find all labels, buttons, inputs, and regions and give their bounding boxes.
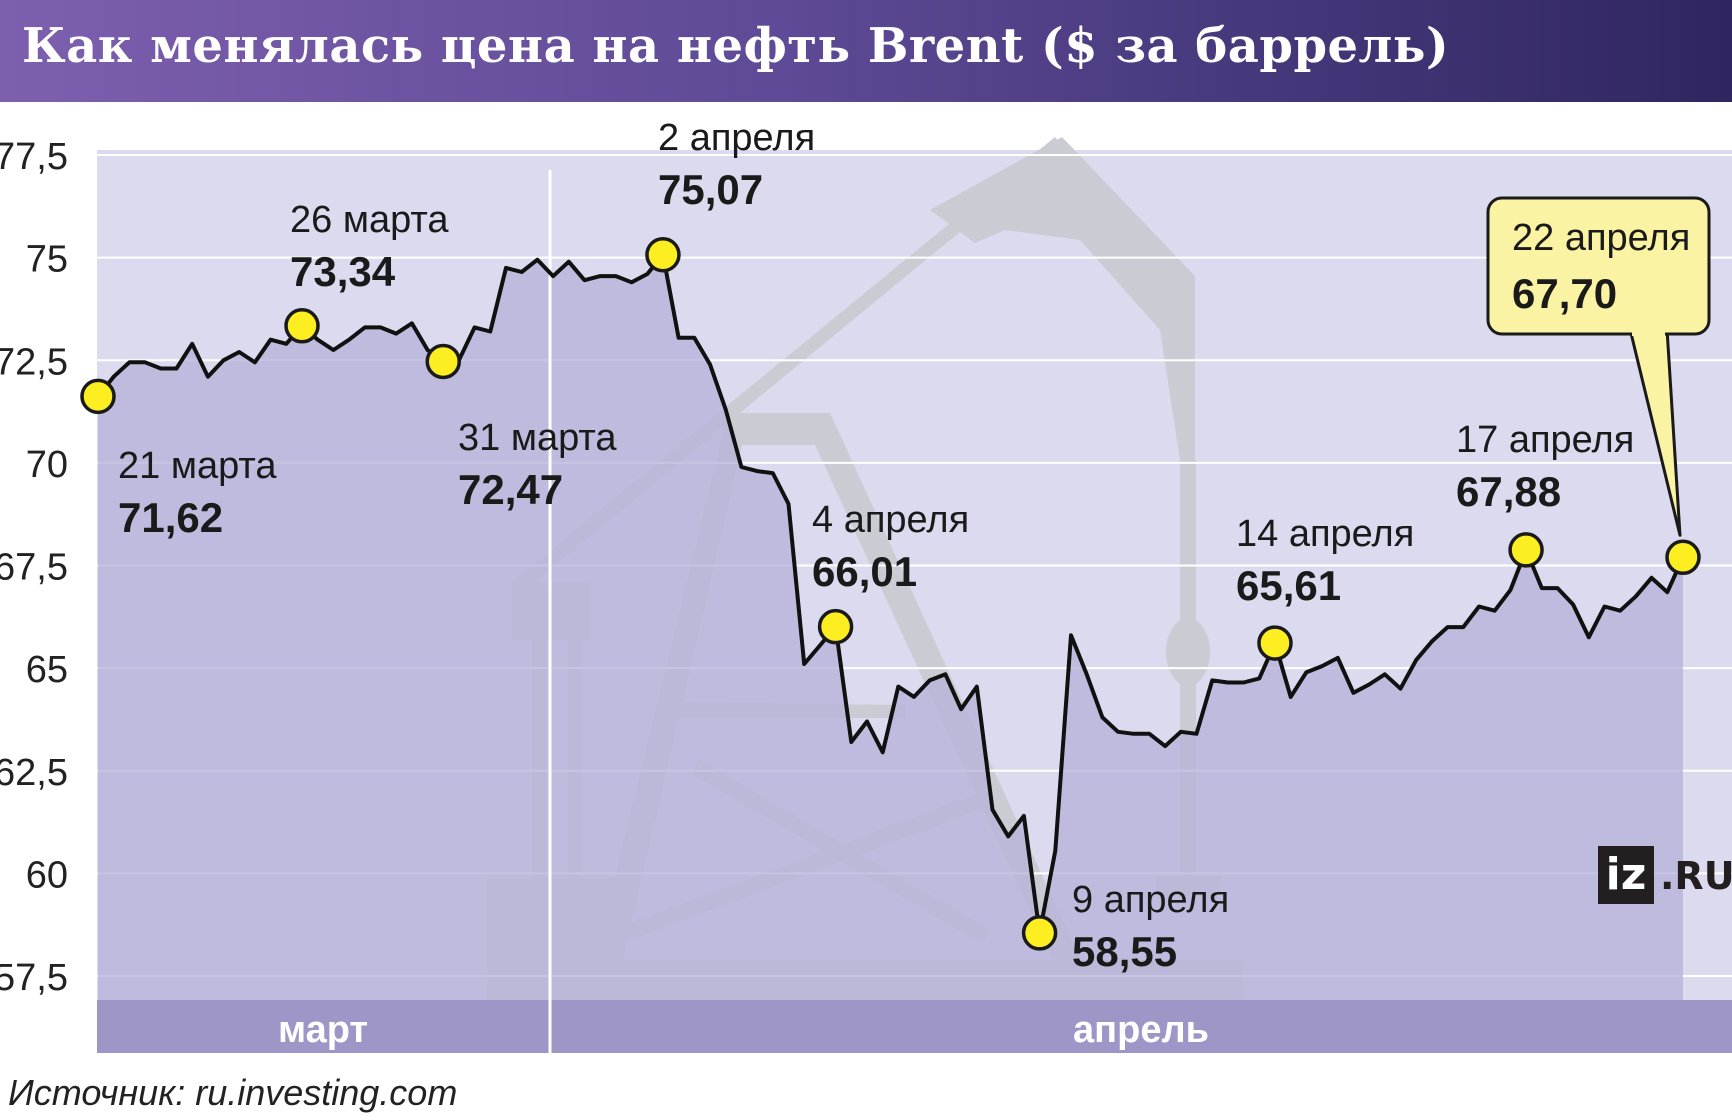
month-band <box>97 1000 1732 1053</box>
price-line <box>96 252 1685 935</box>
title-bar: Как менялась цена на нефть Brent ($ за б… <box>0 0 1732 102</box>
y-tick-label: 67,5 <box>0 547 68 589</box>
marker-point <box>1665 539 1701 576</box>
marker-point <box>284 308 320 344</box>
marker-point <box>645 237 681 273</box>
annotation-value: 67,88 <box>1456 468 1561 515</box>
callout-joint <box>1632 326 1665 336</box>
marker-point <box>1508 532 1544 568</box>
annotation-value: 71,62 <box>118 494 223 541</box>
marker-point <box>425 343 461 380</box>
annotation-date: 9 апреля <box>1072 879 1229 921</box>
annotation-value: 65,61 <box>1236 562 1341 609</box>
marker-point <box>1021 915 1058 951</box>
annotation-date: 31 марта <box>458 417 617 459</box>
marker-point <box>80 378 116 415</box>
annotation-value: 72,47 <box>458 466 563 513</box>
annotation-value: 75,07 <box>658 166 763 213</box>
month-label-march: март <box>278 1009 368 1051</box>
y-tick-label: 72,5 <box>0 341 68 383</box>
annotation-value: 66,01 <box>812 548 917 595</box>
markers <box>80 237 1701 951</box>
logo-box: iz <box>1598 846 1654 904</box>
annotation-date: 22 апреля <box>1512 217 1690 259</box>
annotation-date: 21 марта <box>118 445 277 487</box>
y-tick-label: 65 <box>26 649 68 691</box>
y-tick-label: 75 <box>26 239 68 281</box>
marker-point <box>817 608 854 645</box>
chart-title: Как менялась цена на нефть Brent ($ за б… <box>22 18 1450 74</box>
y-tick-label: 62,5 <box>0 752 68 794</box>
annotation-date: 14 апреля <box>1236 513 1414 555</box>
highlight-callout-pointer <box>1486 196 1711 537</box>
annotation-date: 4 апреля <box>812 499 969 541</box>
y-tick-label: 77,5 <box>0 136 68 178</box>
annotation-date: 2 апреля <box>658 117 815 159</box>
annotation-labels: 21 марта 71,62 26 марта 73,34 31 марта 72,47 2… <box>118 117 1690 975</box>
annotation-value: 73,34 <box>290 248 396 295</box>
annotation-value: 67,70 <box>1512 270 1617 317</box>
month-label-april: апрель <box>1073 1009 1209 1051</box>
y-axis: 77,5 75 72,5 70 67,5 65 62,5 60 57,5 <box>0 136 68 999</box>
price-area <box>98 254 1683 1001</box>
logo-suffix: .RU <box>1660 854 1732 898</box>
y-tick-label: 60 <box>26 854 68 896</box>
source-note: Источник: ru.investing.com <box>8 1072 458 1113</box>
marker-point <box>1257 625 1293 661</box>
y-tick-label: 70 <box>26 444 68 486</box>
annotation-value: 58,55 <box>1072 928 1177 975</box>
annotation-date: 26 марта <box>290 199 449 241</box>
highlight-callout-box <box>1486 196 1711 336</box>
annotation-date: 17 апреля <box>1456 419 1634 461</box>
izru-logo: iz .RU <box>1598 846 1732 904</box>
y-tick-label: 57,5 <box>0 957 68 999</box>
